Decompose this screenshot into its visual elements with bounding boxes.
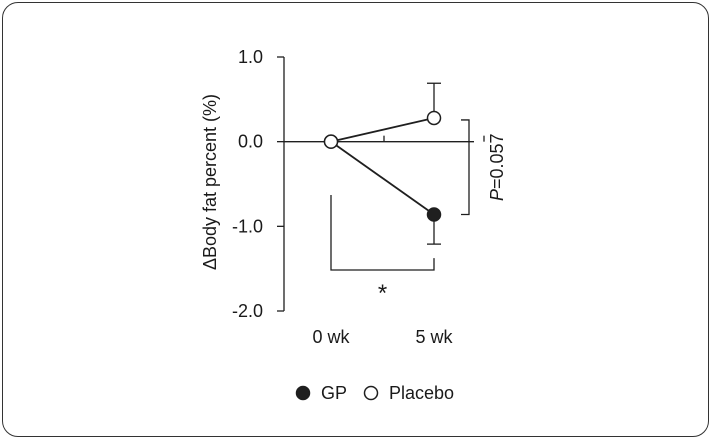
significance-marker: * xyxy=(378,280,387,307)
x-tick-label: 5 wk xyxy=(415,327,453,347)
y-tick-label: 0.0 xyxy=(238,132,263,152)
series-lines xyxy=(330,117,435,216)
y-tick-label: 1.0 xyxy=(238,47,263,67)
axes: 1.0 0.0 -1.0 -2.0 xyxy=(232,47,485,321)
chart-frame xyxy=(2,2,709,437)
x-tick-label: 0 wk xyxy=(312,327,350,347)
legend-label-placebo: Placebo xyxy=(389,383,454,403)
marker-gp xyxy=(426,207,442,222)
data-markers xyxy=(323,110,442,222)
legend-marker-gp xyxy=(295,385,311,401)
legend-label-gp: GP xyxy=(321,383,347,403)
significance-brackets xyxy=(330,119,470,271)
significance-bracket xyxy=(330,195,435,271)
legend: GP Placebo xyxy=(295,383,454,403)
chart-labels: 0 wk 5 wk ΔBody fat percent (%) P=0.057 * xyxy=(200,94,507,347)
marker-placebo xyxy=(426,110,442,126)
series-line-placebo xyxy=(330,117,435,143)
y-axis-label: ΔBody fat percent (%) xyxy=(200,94,220,270)
marker-placebo xyxy=(323,134,339,149)
p-value-label: P=0.057 xyxy=(487,133,507,201)
y-tick-label: -1.0 xyxy=(232,216,263,236)
y-tick-label: -2.0 xyxy=(232,301,263,321)
legend-marker-placebo xyxy=(363,385,379,401)
p-value-bracket xyxy=(461,119,470,216)
series-line-gp xyxy=(330,140,435,216)
